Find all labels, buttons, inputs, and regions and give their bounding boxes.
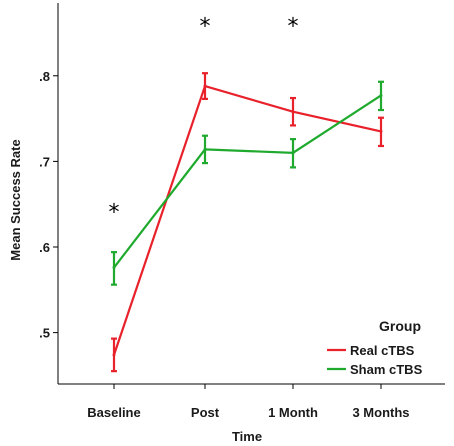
legend: Group Real cTBS Sham cTBS <box>327 318 423 377</box>
data-point <box>203 84 207 88</box>
x-tick-label: 3 Months <box>352 405 409 420</box>
x-tick-label: Post <box>191 405 220 420</box>
y-tick-label: .7 <box>39 154 50 169</box>
data-point <box>379 93 383 97</box>
series-line <box>112 84 382 356</box>
significance-star: * <box>288 15 299 40</box>
data-point <box>203 147 207 151</box>
legend-title: Group <box>379 318 421 334</box>
data-point <box>379 129 383 133</box>
significance-star: * <box>200 15 211 40</box>
data-point <box>291 151 295 155</box>
series-1 <box>111 80 384 286</box>
y-tick-label: .8 <box>39 69 50 84</box>
data-point <box>112 353 116 357</box>
data-point <box>291 110 295 114</box>
series-layer <box>111 72 384 373</box>
x-tick-label: 1 Month <box>268 405 318 420</box>
x-tick-label: Baseline <box>87 405 140 420</box>
significance-star: * <box>109 200 120 225</box>
series-0 <box>111 72 384 373</box>
data-point <box>112 266 116 270</box>
y-tick-label: .5 <box>39 326 50 341</box>
y-tick-label: .6 <box>39 240 50 255</box>
x-axis-title: Time <box>232 429 262 444</box>
legend-item: Real cTBS <box>327 343 415 358</box>
series-line <box>113 94 382 269</box>
significance-markers: * * * <box>109 15 299 226</box>
legend-label: Real cTBS <box>350 343 415 358</box>
legend-label: Sham cTBS <box>350 362 423 377</box>
legend-item: Sham cTBS <box>327 362 423 377</box>
axes: .5 .6 .7 .8 Baseline Post 1 Month 3 Months <box>39 3 445 420</box>
y-axis-title: Mean Success Rate <box>8 139 23 260</box>
